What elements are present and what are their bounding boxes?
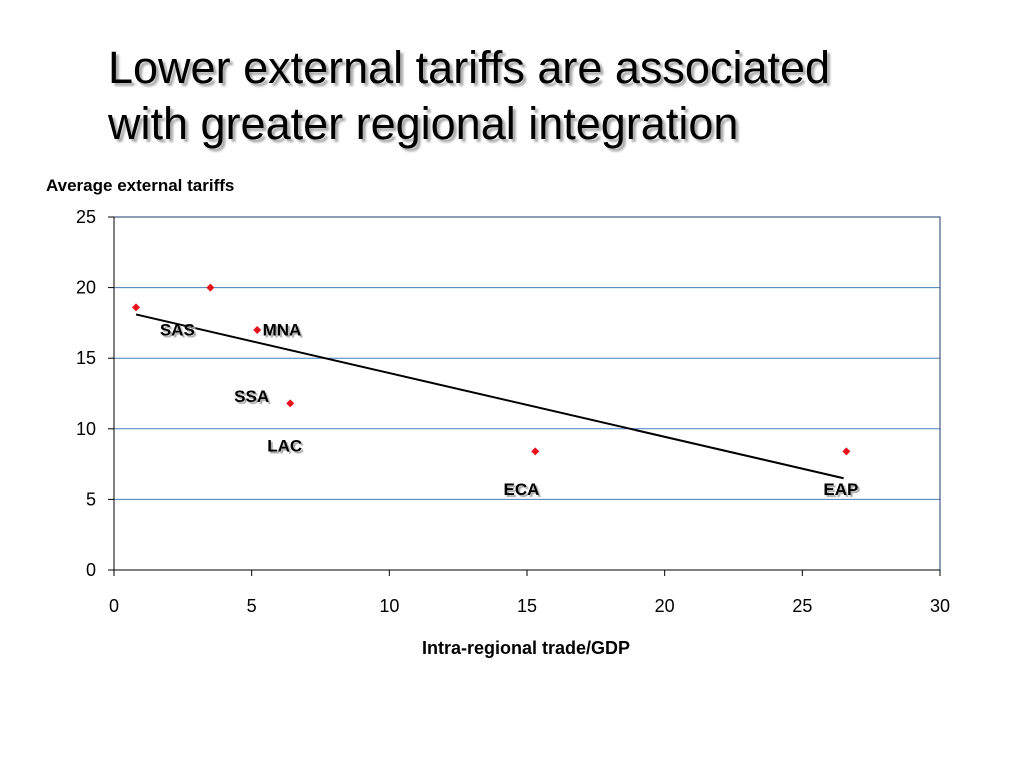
x-axis-label: Intra-regional trade/GDP xyxy=(422,638,630,658)
data-point xyxy=(132,303,141,312)
y-tick-label: 20 xyxy=(76,278,96,298)
slide-title-line-2: with greater regional integration xyxy=(108,98,739,149)
x-tick-label: 25 xyxy=(792,596,812,616)
x-axis-ticks: 0 5 10 15 20 25 30 xyxy=(109,570,950,616)
slide-title-line-1: Lower external tariffs are associated xyxy=(108,42,831,93)
point-label: LAC xyxy=(267,436,302,455)
x-tick-label: 15 xyxy=(517,596,537,616)
data-point xyxy=(206,283,215,292)
slide-title: Lower external tariffs are associated wi… xyxy=(108,40,988,152)
data-point xyxy=(842,447,851,456)
x-tick-label: 10 xyxy=(379,596,399,616)
y-tick-label: 15 xyxy=(76,348,96,368)
y-tick-label: 10 xyxy=(76,419,96,439)
point-label: MNA xyxy=(263,321,302,340)
y-axis-label: Average external tariffs xyxy=(46,176,234,195)
y-axis-ticks: 0 5 10 15 20 25 xyxy=(76,207,114,580)
data-point xyxy=(286,399,295,408)
gridlines xyxy=(114,216,940,500)
y-tick-label: 5 xyxy=(86,489,96,509)
x-tick-label: 30 xyxy=(930,596,950,616)
x-tick-label: 5 xyxy=(247,596,257,616)
data-point xyxy=(531,447,540,456)
x-tick-label: 0 xyxy=(109,596,119,616)
point-labels: SAS MNA SSA LAC ECA EAP xyxy=(160,321,859,500)
point-label: SAS xyxy=(160,321,195,340)
point-label: ECA xyxy=(504,480,540,499)
point-label: EAP xyxy=(823,480,858,499)
data-point xyxy=(253,325,262,334)
trend-line xyxy=(135,313,844,480)
point-label: SSA xyxy=(234,387,269,406)
data-points xyxy=(132,283,851,456)
x-tick-label: 20 xyxy=(655,596,675,616)
y-tick-label: 0 xyxy=(86,560,96,580)
y-tick-label: 25 xyxy=(76,207,96,227)
